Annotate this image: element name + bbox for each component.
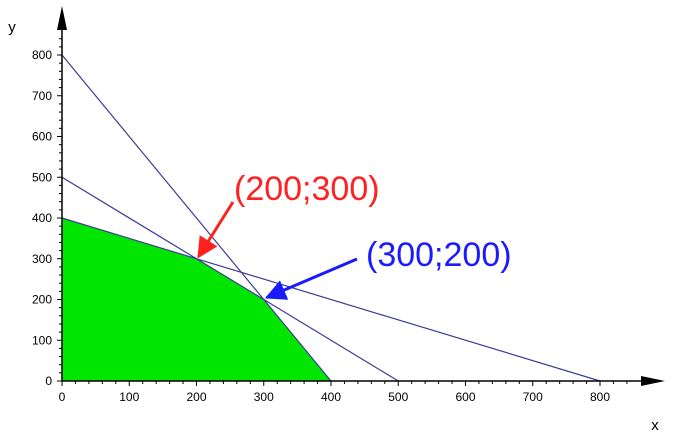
y-tick-label: 500 <box>32 170 52 184</box>
x-tick-label: 100 <box>119 390 139 404</box>
y-tick-label: 700 <box>32 89 52 103</box>
x-tick-label: 0 <box>59 390 66 404</box>
y-axis-arrow <box>57 6 67 30</box>
feasible-region <box>62 218 331 381</box>
constraint-line-2 <box>61 176 399 382</box>
y-tick-label: 300 <box>32 252 52 266</box>
constraint-line-3 <box>61 217 601 382</box>
x-axis-arrow <box>641 376 665 386</box>
x-tick-label: 600 <box>455 390 475 404</box>
x-tick-label: 800 <box>590 390 610 404</box>
y-tick-label: 400 <box>32 211 52 225</box>
annotation-label-1: (200;300) <box>234 170 380 208</box>
constraint-line-1 <box>61 54 332 382</box>
x-tick-label: 200 <box>186 390 206 404</box>
y-tick-label: 100 <box>32 333 52 347</box>
x-tick-label: 700 <box>523 390 543 404</box>
x-tick-label: 300 <box>254 390 274 404</box>
y-tick-label: 800 <box>32 48 52 62</box>
x-axis-label: x <box>651 417 659 434</box>
annotation-label-2: (300;200) <box>366 236 512 274</box>
y-tick-label: 0 <box>45 374 52 388</box>
x-tick-label: 500 <box>388 390 408 404</box>
x-tick-label: 400 <box>321 390 341 404</box>
annotation-arrow-1 <box>197 201 235 259</box>
y-tick-label: 600 <box>32 130 52 144</box>
y-tick-label: 200 <box>32 293 52 307</box>
annotation-arrow-2 <box>264 257 358 300</box>
y-axis-label: y <box>8 19 16 36</box>
